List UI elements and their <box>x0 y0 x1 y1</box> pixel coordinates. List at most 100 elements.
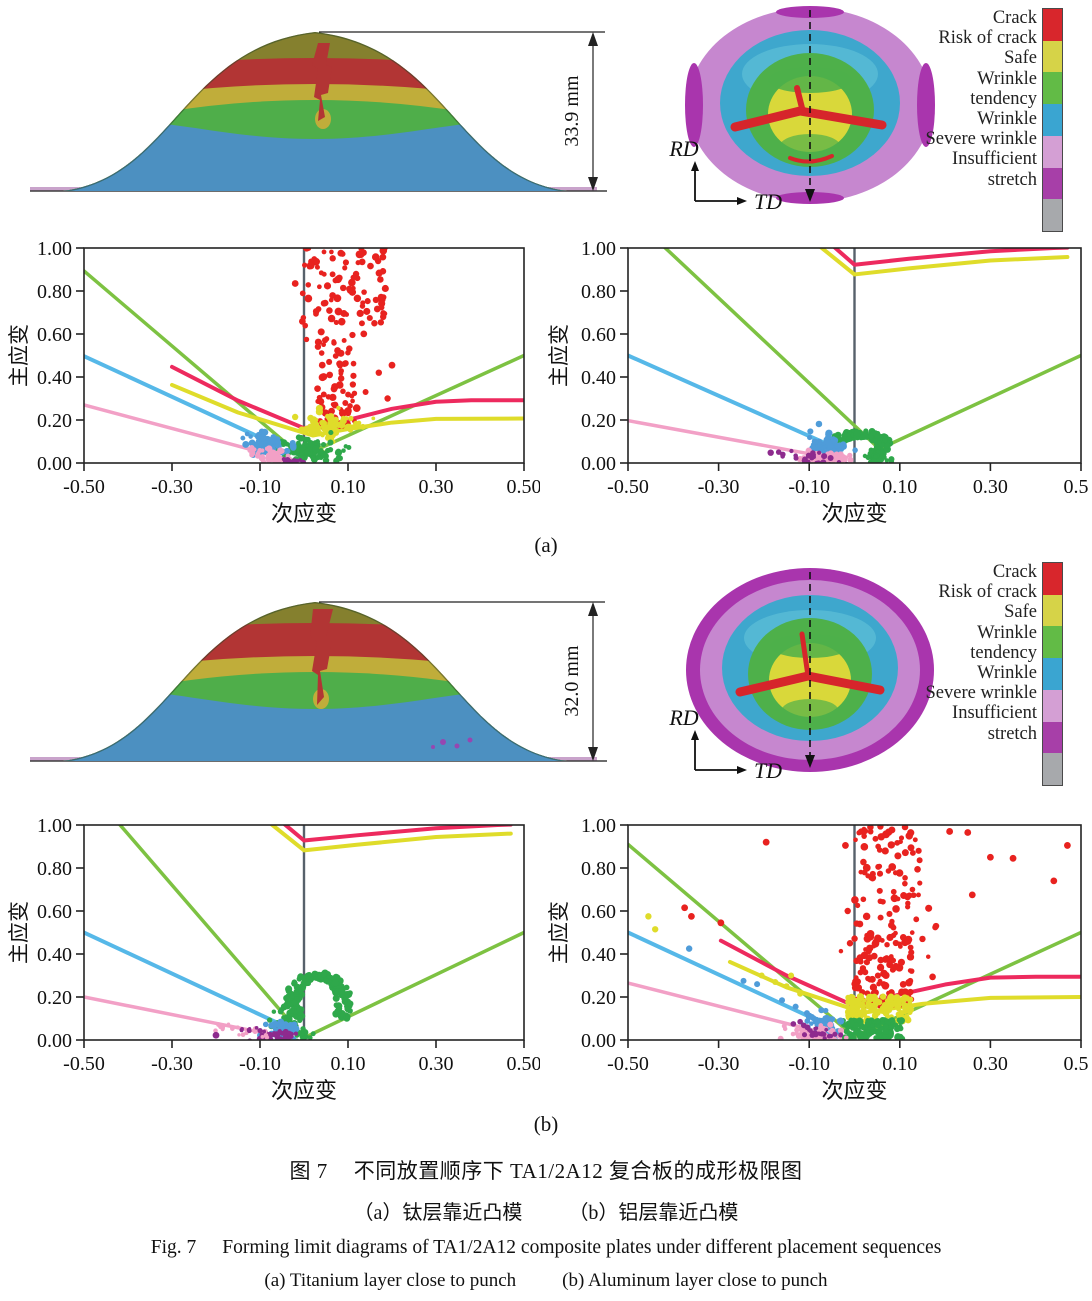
legend-swatch-severe-wrinkle <box>1043 167 1062 200</box>
legend-colorbar <box>1042 8 1063 232</box>
caption-en-title: Forming limit diagrams of TA1/2A12 compo… <box>222 1237 942 1258</box>
caption-cn-number: 图 7 <box>289 1159 328 1183</box>
y-tick-label: 0.80 <box>37 281 72 303</box>
x-axis-title: 次应变 <box>271 501 337 526</box>
x-tick-label: 0.30 <box>973 1053 1008 1075</box>
y-tick-label: 0.60 <box>37 324 72 346</box>
x-tick-label: -0.50 <box>63 476 105 498</box>
crack-pattern <box>730 85 887 164</box>
x-tick-label: 0.10 <box>882 1053 917 1075</box>
legend-labels: Crack Risk of crack Safe Wrinkle tendency Wr… <box>912 562 1037 744</box>
dome-side-view-b: 32.0 mm <box>15 575 615 780</box>
strain-line-3 <box>170 364 524 431</box>
arrow-down <box>588 177 598 191</box>
legend-swatch-wrinkle <box>1043 689 1062 722</box>
color-legend-b: Crack Risk of crack Safe Wrinkle tendency Wr… <box>912 562 1063 790</box>
wrinkle-speckles <box>431 737 473 749</box>
y-tick-label: 1.00 <box>581 815 616 837</box>
strain-line-1 <box>84 354 271 444</box>
dome-side-view-a: 33.9 mm <box>15 5 615 210</box>
caption-cn-title: 不同放置顺序下 TA1/2A12 复合板的成形极限图 <box>353 1159 803 1183</box>
crack-pattern <box>735 631 885 697</box>
x-tick-label: -0.30 <box>698 476 740 498</box>
legend-swatch-risk-of-crack <box>1043 594 1062 627</box>
y-tick-label: 0.40 <box>581 944 616 966</box>
chart-svg-fld-titanium-right: -0.50 -0.30 -0.10 0.10 0.30 0.50 0.00 0.20 0.40 0… <box>548 238 1089 526</box>
plot-frame <box>627 247 1082 464</box>
panel-a-label: (a) <box>534 533 558 557</box>
caption-cn-sub-a: （a）钛层靠近凸模 <box>353 1202 523 1224</box>
plot-frame <box>627 824 1082 1041</box>
arrow-up <box>588 602 598 616</box>
legend-label-severe-wrinkle: Severe wrinkle <box>925 683 1037 704</box>
rd-td-axes: RD TD <box>668 705 782 783</box>
strain-line-3 <box>84 930 284 1027</box>
td-axis-label: TD <box>754 758 782 783</box>
crack-streak <box>312 43 332 121</box>
y-axis-title: 主应变 <box>548 324 571 387</box>
caption-en-number: Fig. 7 <box>150 1237 197 1258</box>
rd-axis-label: RD <box>668 136 698 161</box>
y-tick-label: 1.00 <box>37 815 72 837</box>
x-tick-label: 0.30 <box>419 1053 454 1075</box>
height-dimension <box>319 31 605 185</box>
diameter-arrow <box>805 755 815 768</box>
panel-b-label: (b) <box>533 1112 559 1136</box>
strain-line-1 <box>628 930 834 1030</box>
x-tick-label: -0.10 <box>788 476 830 498</box>
crack-streak <box>310 609 333 705</box>
x-tick-label: -0.50 <box>63 1053 105 1075</box>
y-tick-label: 0.00 <box>581 1030 616 1052</box>
legend-label-severe-wrinkle: Severe wrinkle <box>925 129 1037 150</box>
caption-en-sub-a: (a) Titanium layer close to punch <box>264 1270 517 1291</box>
x-tick-label: -0.10 <box>239 1053 281 1075</box>
strain-line-3 <box>628 353 829 446</box>
y-tick-label: 0.00 <box>37 453 72 475</box>
scatter-points <box>240 248 396 463</box>
y-tick-label: 0.80 <box>37 858 72 880</box>
legend-label-risk-of-crack: Risk of crack <box>938 28 1037 49</box>
y-tick-label: 0.60 <box>581 901 616 923</box>
legend-swatch-wrinkle <box>1043 135 1062 168</box>
rd-td-axes: RD TD <box>668 136 782 214</box>
dome-height-label: 32.0 mm <box>561 645 583 717</box>
dome-top-view-b: RD TD <box>650 558 960 793</box>
legend-label-wrinkle: Wrinkle <box>977 663 1037 684</box>
fld-chart-a-right: -0.50 -0.30 -0.10 0.10 0.30 0.50 0.00 0.20 0.40 0… <box>548 236 1088 530</box>
legend-swatch-insufficient-stretch <box>1043 199 1062 232</box>
y-tick-label: 0.80 <box>581 858 616 880</box>
x-tick-label: 0.50 <box>507 476 541 498</box>
color-legend-a: Crack Risk of crack Safe Wrinkle tendency Wr… <box>912 8 1063 232</box>
dome-side-svg-b: 32.0 mm <box>30 601 607 762</box>
x-tick-label: -0.30 <box>151 1053 193 1075</box>
x-tick-label: -0.10 <box>788 1053 830 1075</box>
legend-swatch-severe-wrinkle <box>1043 721 1062 754</box>
dome-zones <box>63 602 567 761</box>
scatter-points <box>767 420 895 463</box>
y-tick-label: 0.20 <box>581 987 616 1009</box>
x-tick-label: 0.50 <box>1064 476 1089 498</box>
x-tick-label: -0.50 <box>607 1053 649 1075</box>
strain-line-0 <box>832 248 1070 267</box>
caption-cn-sub-b: （b）铝层靠近凸模 <box>568 1202 739 1224</box>
x-tick-label: 0.10 <box>882 476 917 498</box>
legend-colorbar <box>1042 562 1063 786</box>
fld-chart-a-left: -0.50 -0.30 -0.10 0.10 0.30 0.50 0.00 0.20 0.40 0… <box>8 236 540 530</box>
y-tick-label: 0.20 <box>37 410 72 432</box>
strain-line-1 <box>269 825 513 853</box>
x-tick-label: -0.30 <box>151 476 193 498</box>
strain-line-0 <box>282 825 513 843</box>
y-tick-label: 0.40 <box>37 367 72 389</box>
x-tick-label: 0.10 <box>331 1053 366 1075</box>
legend-label-crack: Crack <box>992 562 1037 582</box>
caption-en-sub-b: (b) Aluminum layer close to punch <box>562 1270 828 1291</box>
strain-line-2 <box>117 825 524 1040</box>
legend-label-safe: Safe <box>1004 48 1037 69</box>
legend-swatch-insufficient-stretch <box>1043 753 1062 786</box>
chart-svg-fld-aluminum-left: -0.50 -0.30 -0.10 0.10 0.30 0.50 0.00 0.20 0.40 0… <box>8 815 540 1103</box>
td-axis-label: TD <box>754 189 782 214</box>
x-tick-label: 0.30 <box>973 476 1008 498</box>
y-axis-title: 主应变 <box>8 324 31 387</box>
fld-chart-b-left: -0.50 -0.30 -0.10 0.10 0.30 0.50 0.00 0.20 0.40 0… <box>8 813 540 1107</box>
